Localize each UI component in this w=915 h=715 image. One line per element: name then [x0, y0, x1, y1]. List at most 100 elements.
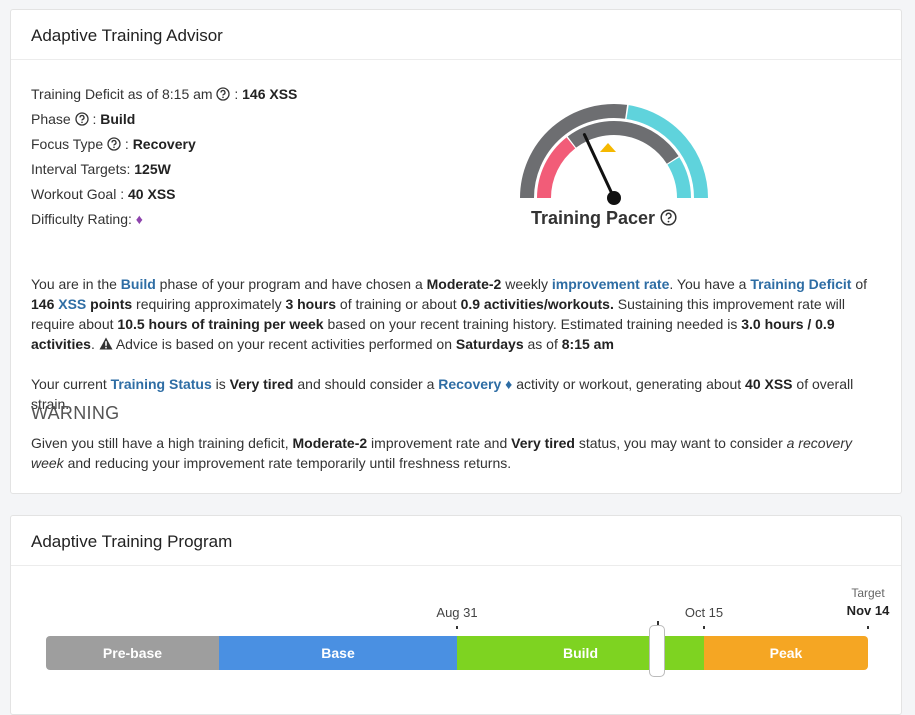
- bold-text: 146: [31, 296, 59, 312]
- page: {"advisor":{"title":"Adaptive Training A…: [10, 9, 902, 715]
- text: You are in the: [31, 276, 121, 292]
- help-icon[interactable]: [107, 137, 121, 151]
- field-separator: :: [234, 86, 239, 102]
- text: improvement rate and: [367, 435, 512, 451]
- field: Phase : Build: [31, 107, 297, 132]
- link[interactable]: Training Deficit: [750, 276, 852, 292]
- text: Advice is based on your recent activitie…: [112, 336, 456, 352]
- bold-text: Very tired: [229, 376, 294, 392]
- text: based on your recent training history. E…: [323, 316, 742, 332]
- text: and reducing your improvement rate tempo…: [63, 455, 512, 471]
- warning-paragraph: Given you still have a high training def…: [31, 433, 883, 473]
- help-icon[interactable]: [660, 209, 677, 226]
- gauge-arc: [537, 137, 576, 199]
- text: as of: [523, 336, 562, 352]
- text: Your current: [31, 376, 111, 392]
- date-tick: [867, 626, 869, 629]
- program-card: Adaptive Training Program: [10, 515, 902, 715]
- date-label: Aug 31: [436, 605, 478, 620]
- diamond: ♦: [501, 376, 513, 392]
- advisor-card: Adaptive Training Advisor Training Defic…: [10, 9, 902, 494]
- link[interactable]: Build: [120, 276, 156, 292]
- gauge-hub: [607, 191, 621, 205]
- field-value: Build: [100, 111, 136, 127]
- phase-segment: Peak: [704, 636, 868, 670]
- pacer-label: Training Pacer: [530, 208, 656, 228]
- gauge-arc: [667, 157, 691, 199]
- text: .: [90, 336, 95, 352]
- field: Focus Type : Recovery: [31, 132, 297, 157]
- gauge-arc: [626, 105, 708, 199]
- text: requiring approximately: [132, 296, 286, 312]
- link[interactable]: Training Status: [110, 376, 212, 392]
- advice-paragraph: You are in the Build phase of your progr…: [31, 274, 883, 354]
- text: Given you still have a high training def…: [31, 435, 293, 451]
- link[interactable]: Recovery: [438, 376, 502, 392]
- field-label: Training Deficit as of 8:15 am: [31, 86, 213, 102]
- bold-text: 0.9 activities/workouts.: [460, 296, 614, 312]
- field-value: ♦: [135, 211, 143, 227]
- bold-text: Moderate-2: [292, 435, 368, 451]
- text: of overall strain.: [31, 376, 854, 412]
- phase-segment: Base: [219, 636, 457, 670]
- field-value: 146 XSS: [242, 86, 298, 102]
- help-icon[interactable]: [216, 87, 231, 101]
- bold-text: Saturdays: [455, 336, 524, 352]
- timeline: Pre-base Base Build Peak Aug 31 Oct 15 T…: [46, 586, 890, 677]
- italic-text: a recovery week: [31, 435, 852, 471]
- field-separator: :: [124, 136, 129, 152]
- link[interactable]: improvement rate: [551, 276, 670, 292]
- field: Interval Targets: 125W: [31, 157, 297, 182]
- target-label: Target: [851, 586, 885, 600]
- target-date: Nov 14: [846, 603, 890, 618]
- field-label: Interval Targets:: [31, 161, 131, 177]
- warning-heading: WARNING: [31, 403, 120, 423]
- bold-text: 8:15 am: [561, 336, 614, 352]
- bold-text: Moderate-2: [426, 276, 502, 292]
- slider-handle[interactable]: [649, 625, 665, 677]
- status-paragraph: Your current Training Status is Very tir…: [31, 374, 883, 414]
- field-value: 125W: [134, 161, 171, 177]
- pacer-gauge: [520, 104, 708, 205]
- text: of: [851, 276, 868, 292]
- bold-text: 10.5 hours of training per week: [117, 316, 324, 332]
- card-title: Adaptive Training Program: [11, 516, 901, 566]
- help-icon[interactable]: [74, 112, 89, 126]
- bold-text: points: [86, 296, 133, 312]
- field-label: Difficulty Rating:: [31, 211, 132, 227]
- text: of training or about: [336, 296, 461, 312]
- card-title: Adaptive Training Advisor: [11, 10, 901, 60]
- text: is: [211, 376, 230, 392]
- text: and should consider a: [293, 376, 439, 392]
- date-tick: [703, 626, 705, 629]
- link[interactable]: XSS: [58, 296, 87, 312]
- text: Sustaining this improvement rate will re…: [31, 296, 845, 332]
- date-tick: [456, 626, 458, 629]
- phase-segment: Pre-base: [46, 636, 219, 670]
- field-list: Training Deficit as of 8:15 am : 146 XSS…: [31, 82, 297, 232]
- gauge-needle: [582, 133, 616, 200]
- field-label: Focus Type: [31, 136, 104, 152]
- field-label: Workout Goal :: [31, 186, 125, 202]
- gauge-marker: [600, 143, 616, 152]
- bold-text: Very tired: [511, 435, 575, 451]
- field: Workout Goal : 40 XSS: [31, 182, 297, 207]
- text: phase of your program and have chosen a: [155, 276, 427, 292]
- date-label: Oct 15: [684, 605, 724, 620]
- field-value: Recovery: [132, 136, 196, 152]
- bold-text: 3.0 hours / 0.9 activities: [31, 316, 835, 352]
- text: activity or workout, generating about: [512, 376, 746, 392]
- field-value: 40 XSS: [128, 186, 176, 202]
- field: Difficulty Rating: ♦: [31, 207, 297, 232]
- bold-text: 40 XSS: [745, 376, 793, 392]
- text: weekly: [501, 276, 552, 292]
- warning-icon: [99, 337, 113, 350]
- phase-segment: Build: [457, 636, 704, 670]
- field: Training Deficit as of 8:15 am : 146 XSS: [31, 82, 297, 107]
- field-separator: :: [92, 111, 97, 127]
- field-label: Phase: [31, 111, 71, 127]
- text: . You have a: [669, 276, 751, 292]
- gauge-arc: [520, 104, 628, 199]
- pacer-title: Training Pacer: [511, 208, 697, 229]
- bold-text: 3 hours: [285, 296, 337, 312]
